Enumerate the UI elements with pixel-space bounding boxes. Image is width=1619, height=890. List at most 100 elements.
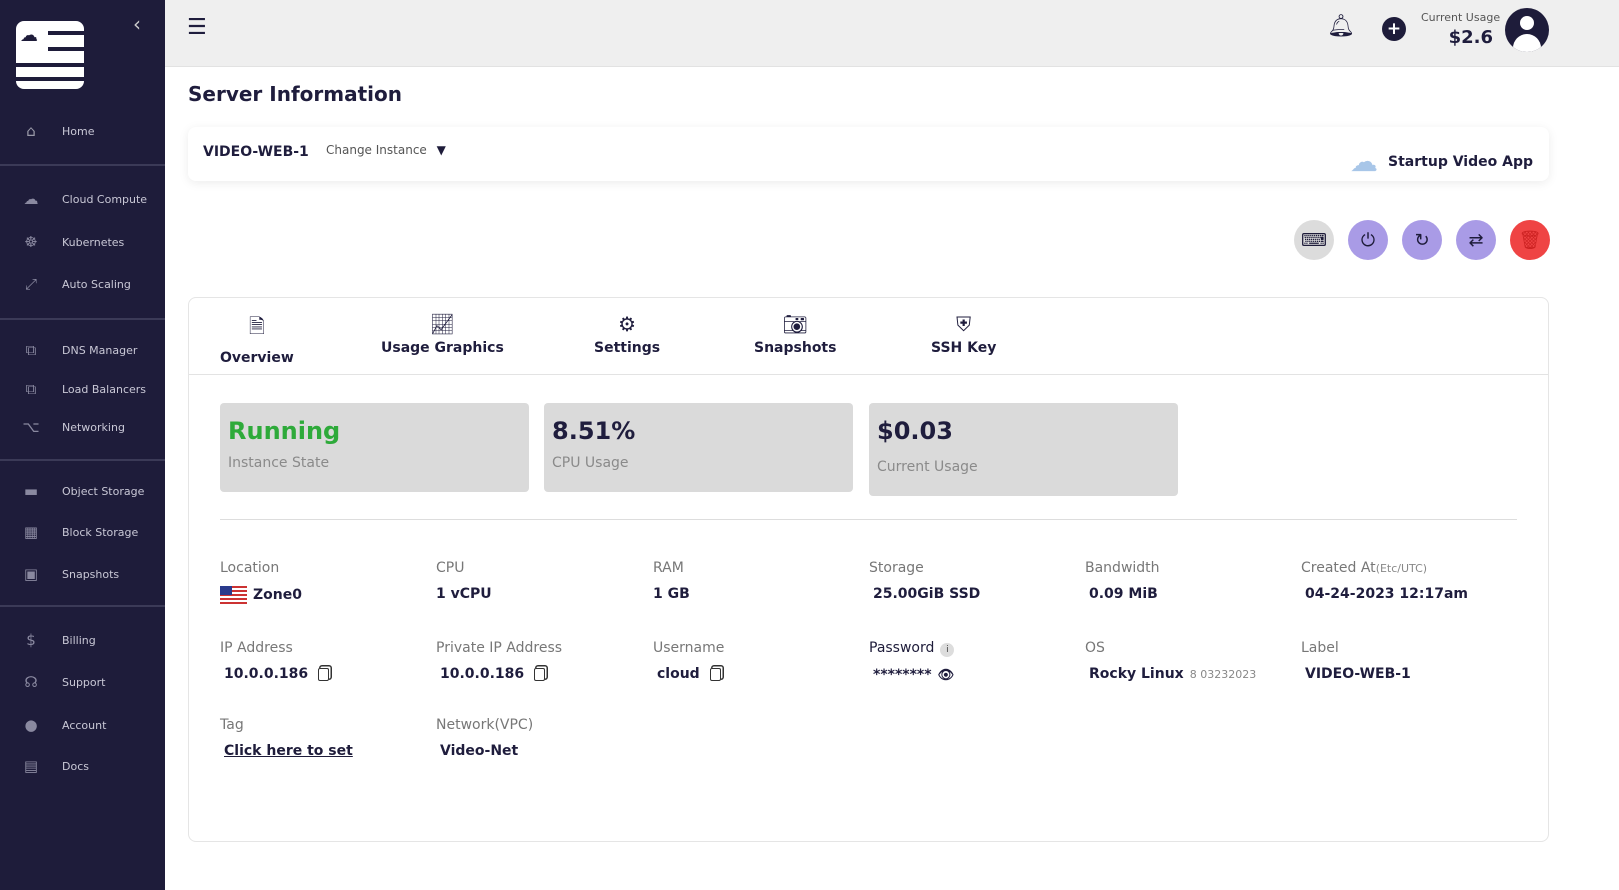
instance-name: VIDEO-WEB-1 [203,144,309,160]
field-value: Rocky Linux [1089,666,1184,682]
network-field: Network(VPC) Video-Net [436,717,533,759]
instance-bar: VIDEO-WEB-1 Change Instance ▼ ☁ Startup V… [188,127,1549,181]
sidebar-item-networking[interactable]: ⌥ Networking [0,412,165,442]
change-instance-dropdown[interactable]: Change Instance ▼ [326,143,446,157]
sidebar-item-label: Cloud Compute [62,192,148,206]
sidebar-item-label: DNS Manager [62,343,138,357]
add-icon[interactable]: + [1382,17,1406,41]
sidebar-item-support[interactable]: ☊ Support [0,667,165,697]
delete-button[interactable]: 🗑︎ [1510,220,1550,260]
sidebar-item-load-balancers[interactable]: ⧉ Load Balancers [0,374,165,404]
tab-label: SSH Key [931,340,997,356]
tab-label: Settings [594,340,661,356]
cloud-icon: ☁ [1350,145,1379,178]
dns-icon: ⧉ [25,341,37,359]
tab-snapshots[interactable]: 📷︎ Snapshots [754,312,836,356]
field-label: RAM [653,560,684,576]
restart-button[interactable]: ↻ [1402,220,1442,260]
reinstall-button[interactable]: ⇄ [1456,220,1496,260]
power-button[interactable]: ⏻ [1348,220,1388,260]
created-at-field: Created At(Etc/UTC) 04-24-2023 12:17am [1301,560,1468,602]
field-label: Username [653,640,725,656]
bell-icon[interactable]: 🔔︎ [1327,14,1355,39]
sidebar-item-block-storage[interactable]: ▦ Block Storage [0,517,165,547]
sidebar-item-label: Kubernetes [62,235,125,249]
copy-icon[interactable] [709,667,721,681]
gear-icon: ⚙ [618,312,637,336]
current-usage-card: $0.03 Current Usage [869,403,1178,496]
set-tag-link[interactable]: Click here to set [224,743,353,759]
page-title: Server Information [188,82,402,106]
field-label: CPU [436,560,465,576]
blocks-icon: ▦ [23,523,39,541]
location-field: Location Zone0 [220,560,302,604]
cloud-icon: ☁ [20,25,38,46]
sidebar-item-billing[interactable]: $ Billing [0,625,165,655]
tab-ssh-key[interactable]: ⛨ SSH Key [931,312,996,356]
field-value: 1 GB [653,586,690,602]
field-value: 10.0.0.186 [224,666,309,682]
sidebar-item-label: Home [62,124,95,138]
avatar[interactable] [1505,8,1549,52]
info-icon[interactable]: i [940,643,955,657]
field-value: VIDEO-WEB-1 [1305,666,1411,682]
project-name: ☁ Startup Video App [1350,145,1533,178]
headset-icon: ☊ [24,673,38,691]
shield-icon: ⛨ [956,312,972,336]
terminal-icon: ⌨ [1301,229,1327,251]
collapse-sidebar-icon[interactable]: ‹ [133,12,141,36]
tab-bar: 🗎 Overview 📈︎ Usage Graphics ⚙ Settings 📷︎ S… [189,298,1548,375]
sidebar-item-label: Billing [62,633,96,647]
logo[interactable]: ☁ [16,21,84,89]
field-label: Tag [220,717,244,733]
network-icon: ⌥ [22,418,40,436]
image-icon: ▣ [23,565,39,583]
sidebar-item-cloud-compute[interactable]: ☁ Cloud Compute [0,184,165,214]
menu-icon[interactable]: ☰ [187,15,207,40]
caret-down-icon: ▼ [436,143,446,157]
field-label: Network(VPC) [436,717,534,733]
tab-overview[interactable]: 🗎 Overview [220,312,294,366]
bandwidth-field: Bandwidth 0.09 MiB [1085,560,1160,602]
field-value: 1 vCPU [436,586,492,602]
camera-icon: 📷︎ [782,312,808,336]
sidebar-item-kubernetes[interactable]: ☸ Kubernetes [0,227,165,257]
sidebar-item-account[interactable]: ● Account [0,710,165,740]
field-value: Zone0 [253,587,302,603]
trash-icon: 🗑︎ [1518,229,1542,251]
field-label: Label [1301,640,1339,656]
change-instance-label: Change Instance [326,143,427,157]
field-value: 10.0.0.186 [440,666,525,682]
billing-icon: $ [26,631,36,649]
tab-settings[interactable]: ⚙ Settings [594,312,660,356]
field-label: Created At [1301,560,1376,576]
console-button[interactable]: ⌨ [1294,220,1334,260]
sidebar-item-docs[interactable]: ▤ Docs [0,751,165,781]
field-value: 25.00GiB SSD [873,586,981,602]
sidebar-item-home[interactable]: ⌂ Home [0,116,165,146]
copy-icon[interactable] [534,667,546,681]
chart-icon: 📈︎ [429,312,456,336]
home-icon: ⌂ [26,122,36,140]
server-panel: 🗎 Overview 📈︎ Usage Graphics ⚙ Settings 📷︎ S… [188,297,1549,842]
swap-icon: ⇄ [1468,229,1484,251]
field-value: Video-Net [440,743,519,759]
sidebar-item-auto-scaling[interactable]: ⤢ Auto Scaling [0,269,165,299]
refresh-icon: ↻ [1414,229,1430,251]
current-usage-label: Current Usage [1421,11,1501,24]
sidebar-item-snapshots[interactable]: ▣ Snapshots [0,559,165,589]
tab-label: Usage Graphics [381,340,504,356]
copy-icon[interactable] [318,667,330,681]
eye-icon[interactable]: 👁︎ [937,667,955,683]
sidebar-item-object-storage[interactable]: ▬ Object Storage [0,476,165,506]
field-label: IP Address [220,640,293,656]
cpu-usage-card: 8.51% CPU Usage [544,403,853,492]
tab-usage-graphics[interactable]: 📈︎ Usage Graphics [381,312,504,356]
sidebar-item-dns-manager[interactable]: ⧉ DNS Manager [0,335,165,365]
sidebar: ☁ ‹ ⌂ Home ☁ Cloud Compute ☸ Kubernetes ⤢ Au… [0,0,165,890]
power-icon: ⏻ [1360,229,1376,251]
password-field: Password i ******** 👁︎ [869,640,955,683]
tab-label: Snapshots [754,340,837,356]
field-value: 04-24-2023 12:17am [1305,586,1469,602]
scale-icon: ⤢ [24,275,37,293]
